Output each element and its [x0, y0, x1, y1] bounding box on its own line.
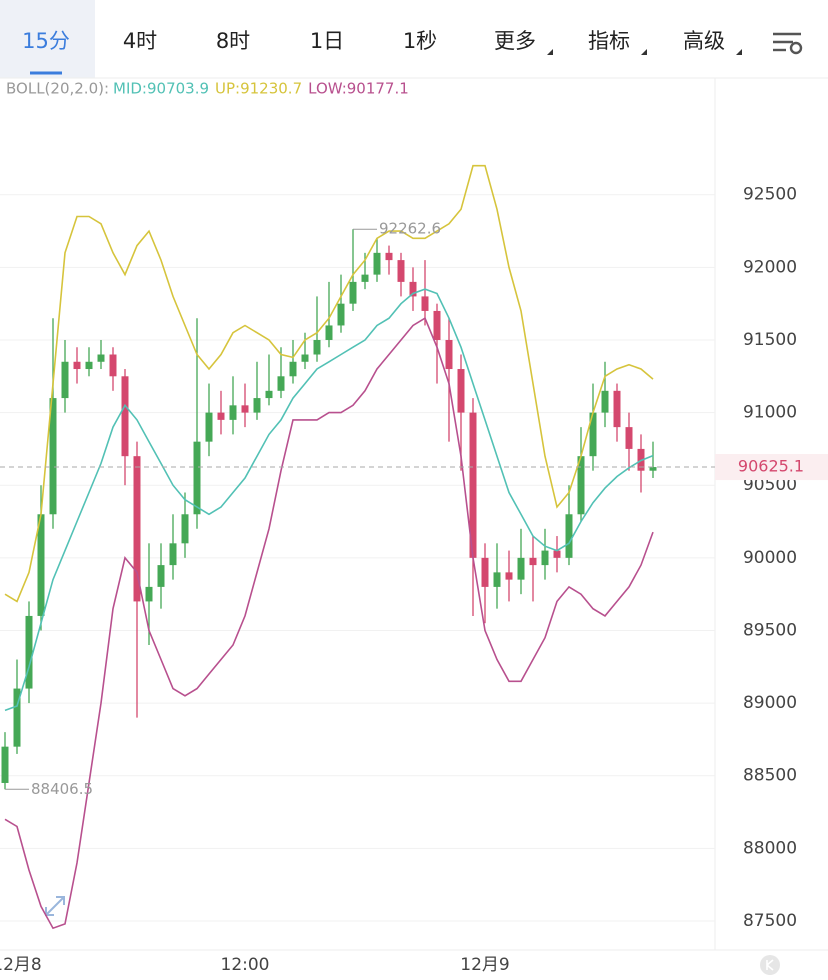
- candle-body: [313, 339, 321, 355]
- candle-body: [601, 390, 609, 413]
- candle-body: [385, 252, 393, 261]
- candle-body: [49, 398, 57, 515]
- band-line: [4, 164, 654, 603]
- candle-body: [373, 252, 381, 275]
- candle-body: [421, 296, 429, 311]
- candle-body: [505, 572, 513, 580]
- candle-body: [325, 325, 333, 340]
- extreme-label: 88406.5: [31, 780, 93, 798]
- candle-body: [553, 550, 561, 558]
- extreme-label: 92262.6: [379, 220, 441, 238]
- candle-body: [145, 586, 153, 602]
- candle-body: [457, 369, 465, 413]
- x-tick-label: 12月9: [460, 955, 509, 975]
- candle-body: [1, 746, 9, 783]
- price-tag: 90625.1: [738, 457, 804, 476]
- candle-body: [337, 303, 345, 326]
- tab[interactable]: 1日: [310, 29, 344, 53]
- candle-body: [397, 260, 405, 282]
- y-tick-label: 89500: [743, 620, 797, 640]
- candle-body: [445, 339, 453, 370]
- y-tick-label: 90000: [743, 548, 797, 568]
- candle-body: [73, 361, 81, 370]
- dropdown-arrow: [736, 49, 742, 55]
- settings-icon[interactable]: [773, 32, 803, 55]
- tab[interactable]: 高级: [683, 29, 725, 53]
- candle-body: [493, 572, 501, 587]
- y-tick-label: 91500: [743, 330, 797, 350]
- candle-body: [469, 412, 477, 558]
- y-tick-label: 88500: [743, 766, 797, 786]
- candle-body: [613, 390, 621, 428]
- candle-body: [649, 467, 657, 471]
- candle-body: [541, 550, 549, 566]
- candle-body: [433, 310, 441, 340]
- candle-body: [409, 281, 417, 297]
- tab[interactable]: 4时: [123, 29, 157, 53]
- band-line: [4, 317, 654, 930]
- candle-body: [241, 405, 249, 413]
- band-line: [4, 288, 654, 712]
- candle-body: [157, 565, 165, 587]
- tab[interactable]: 8时: [216, 29, 250, 53]
- x-tick-label: 12月8: [0, 955, 42, 975]
- tab[interactable]: 15分: [22, 29, 70, 53]
- dropdown-arrow: [641, 49, 647, 55]
- y-tick-label: 91000: [743, 403, 797, 423]
- candle-body: [349, 281, 357, 304]
- x-tick-label: 12:00: [221, 955, 270, 975]
- y-tick-label: 89000: [743, 693, 797, 713]
- dropdown-arrow: [547, 49, 553, 55]
- y-tick-label: 88000: [743, 838, 797, 858]
- legend-entry: MID:90703.9: [113, 80, 209, 98]
- tab[interactable]: 更多: [494, 29, 536, 53]
- candle-body: [169, 543, 177, 566]
- plot: 87500 88000 88500 89000 89500 90000 90500 91000…: [0, 80, 828, 975]
- candle-body: [97, 354, 105, 362]
- candle-body: [181, 514, 189, 544]
- y-tick-label: 87500: [743, 911, 797, 931]
- candle-body: [565, 514, 573, 558]
- candle-body: [301, 354, 309, 362]
- legend-entry: LOW:90177.1: [308, 80, 409, 98]
- candle-body: [205, 412, 213, 442]
- candle-body: [217, 412, 225, 420]
- candle-body: [265, 390, 273, 399]
- indicator-label: BOLL(20,2.0):: [6, 80, 109, 98]
- tab[interactable]: 指标: [588, 29, 630, 53]
- candle-body: [109, 354, 117, 377]
- candle-body: [517, 557, 525, 580]
- candle-body: [37, 514, 45, 616]
- candle-body: [61, 361, 69, 399]
- y-tick-label: 92500: [743, 185, 797, 205]
- tab[interactable]: 1秒: [403, 29, 437, 53]
- candle-body: [253, 398, 261, 413]
- candle-body: [229, 405, 237, 420]
- y-tick-label: 92000: [743, 257, 797, 277]
- legend-entry: UP:91230.7: [215, 80, 302, 98]
- candle-body: [529, 557, 537, 566]
- price-tag-bg: [715, 454, 828, 481]
- logo-mark: [766, 959, 774, 971]
- candle-body: [625, 427, 633, 449]
- candle-body: [277, 376, 285, 391]
- candle-body: [289, 361, 297, 377]
- candle-body: [133, 456, 141, 602]
- candle-body: [85, 361, 93, 370]
- candle-body: [577, 456, 585, 515]
- y-tick-label: 90500: [743, 475, 797, 495]
- active-tab-bg: [0, 0, 95, 78]
- candle-body: [361, 274, 369, 282]
- candle-body: [193, 441, 201, 515]
- candle-body: [481, 557, 489, 587]
- candle-body: [121, 376, 129, 457]
- candle-body: [589, 412, 597, 457]
- candle-body: [13, 688, 21, 747]
- candle-body: [25, 615, 33, 689]
- logo-badge: [760, 955, 780, 975]
